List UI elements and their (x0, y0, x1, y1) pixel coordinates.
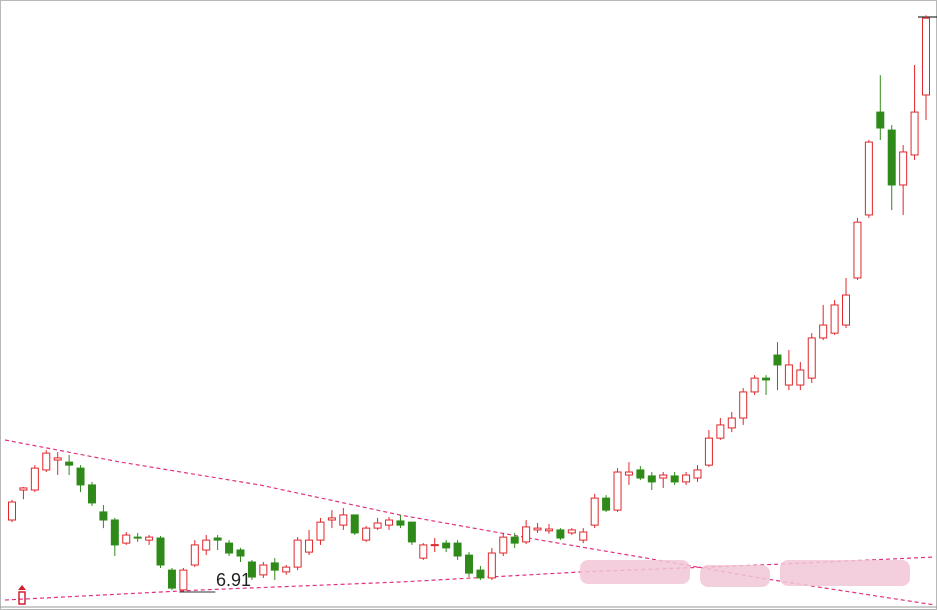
candle-body (864, 141, 873, 216)
candle-body (613, 471, 622, 511)
candle-body (87, 484, 96, 504)
candle-body (8, 501, 16, 521)
candle-body (305, 539, 314, 553)
candle-body (225, 542, 234, 554)
candle-body (682, 474, 691, 483)
candle-body (42, 452, 51, 471)
watermark-blur (580, 560, 690, 584)
candle-body (499, 536, 508, 554)
candle-body (853, 221, 862, 279)
candle-body (156, 537, 165, 566)
candle-body (19, 487, 28, 491)
candle-body (579, 531, 588, 541)
candle-body (99, 511, 108, 521)
watermark-blur (700, 565, 770, 587)
candle-body (647, 475, 656, 483)
candle-body (339, 514, 348, 526)
candle-body (842, 294, 851, 326)
candle-body (636, 469, 645, 479)
candle-body (407, 521, 416, 543)
candle-body (876, 111, 885, 129)
candle-body (887, 129, 896, 186)
candle-body (145, 536, 154, 541)
candle-body (670, 475, 679, 483)
candle-body (727, 417, 736, 429)
candle-body (533, 527, 542, 531)
candle-body (522, 526, 531, 543)
candle-body (213, 537, 222, 541)
candle-body (419, 544, 428, 559)
candle-body (76, 467, 85, 486)
candle-body (796, 369, 805, 386)
candle-body (293, 539, 302, 568)
candle-body (110, 519, 119, 546)
candle-body (270, 562, 279, 571)
candle-body (544, 528, 553, 532)
candle-body (716, 424, 725, 439)
candle-body (819, 324, 828, 339)
candle-body (830, 304, 839, 334)
candle-body (510, 536, 519, 544)
low-label: 6.91 (216, 570, 251, 590)
candle-body (704, 437, 713, 466)
candle-body (567, 529, 576, 534)
candle-body (487, 552, 496, 579)
candle-body (922, 17, 930, 96)
candle-body (899, 151, 908, 186)
candle-body (350, 514, 359, 534)
candle-body (373, 522, 382, 529)
candle-body (465, 554, 473, 574)
upper-band (4, 439, 936, 606)
candle-body (362, 527, 371, 541)
candle-body (602, 497, 611, 511)
icon-glyph (18, 591, 26, 605)
currency-icon (18, 585, 26, 605)
candle-body (556, 529, 565, 539)
candle-body (442, 542, 451, 549)
candle-body (65, 461, 74, 466)
candle-body (247, 561, 256, 578)
candle-body (807, 337, 816, 379)
watermark-blur (780, 560, 910, 586)
candle-body (327, 517, 336, 521)
candle-body (133, 536, 142, 539)
candle-body (122, 534, 131, 544)
candle-body (202, 539, 211, 551)
candle-body (453, 542, 462, 557)
candle-body (190, 544, 199, 566)
candle-body (179, 569, 188, 591)
candle-body (30, 467, 39, 491)
candle-body (910, 111, 919, 156)
candle-body (476, 569, 485, 579)
candle-body (53, 457, 62, 461)
candle-body (430, 544, 439, 547)
candle-body (784, 364, 793, 386)
candle-body (659, 474, 668, 479)
candle-body (282, 566, 291, 573)
icon-arrow (18, 585, 26, 590)
candle-body (236, 549, 245, 557)
candle-body (773, 354, 782, 366)
candle-body (762, 377, 771, 381)
candle-body (739, 391, 748, 419)
watermark (580, 560, 910, 587)
candle-body (167, 569, 176, 589)
candle-body (385, 519, 394, 526)
candle-body (693, 469, 702, 479)
candle-body (396, 520, 405, 526)
candle-body (316, 521, 325, 541)
candle-body (750, 377, 759, 393)
candle-body (624, 471, 633, 476)
candle-body (590, 497, 599, 526)
candle-body (259, 564, 268, 576)
